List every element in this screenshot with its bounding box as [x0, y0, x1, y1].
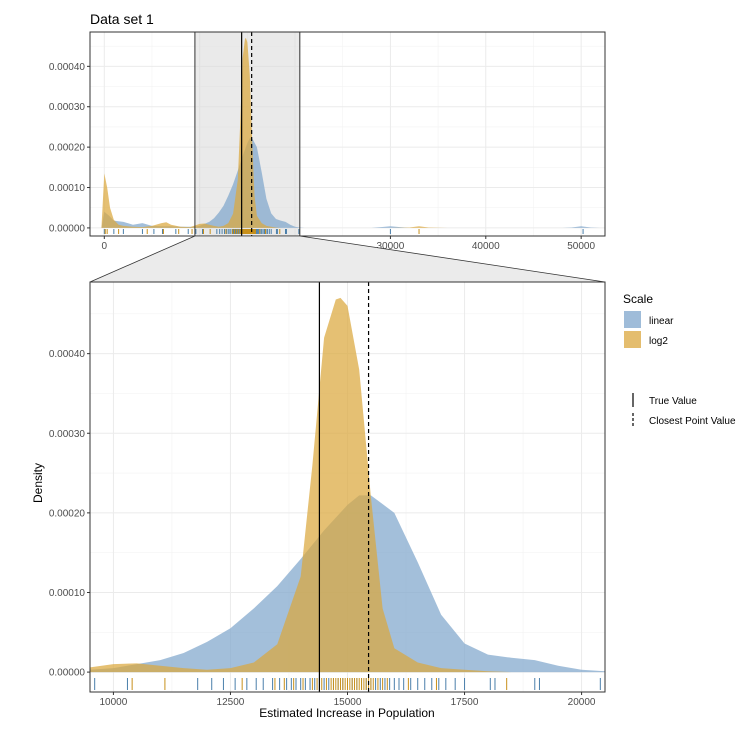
detail-y-tick-label: 0.00030	[49, 429, 86, 440]
legend-title: Scale	[623, 292, 653, 306]
detail-density-log2	[90, 297, 605, 673]
overview-x-tick-label: 30000	[377, 241, 405, 252]
overview-y-tick-label: 0.00000	[49, 223, 86, 234]
detail-y-tick-label: 0.00000	[49, 668, 86, 679]
overview-y-tick-label: 0.00030	[49, 102, 86, 113]
overview-x-tick-label: 0	[102, 241, 108, 252]
legend-label-true-value: True Value	[649, 396, 697, 407]
legend-key-log2	[624, 331, 641, 348]
overview-y-tick-label: 0.00020	[49, 143, 86, 154]
zoom-connector	[89, 235, 606, 283]
overview-x-tick-label: 50000	[567, 241, 595, 252]
legend: Scale linear log2 True Value Closest Poi…	[623, 292, 736, 427]
detail-x-tick-label: 10000	[100, 697, 128, 708]
legend-key-linear	[624, 311, 641, 328]
legend-label-linear: linear	[649, 316, 674, 327]
overview-panel-background	[90, 32, 605, 236]
y-axis-title: Density	[31, 463, 45, 503]
detail-panel: 10000 12500 15000 17500 20000 0.00000 0.00010 0…	[49, 281, 606, 708]
chart-title: Data set 1	[90, 11, 154, 27]
detail-y-tick-label: 0.00010	[49, 588, 86, 599]
overview-panel-border	[89, 31, 606, 237]
overview-y-tick-label: 0.00010	[49, 183, 86, 194]
detail-x-tick-label: 12500	[217, 697, 245, 708]
detail-y-tick-label: 0.00020	[49, 508, 86, 519]
overview-density-linear	[101, 138, 601, 228]
overview-plot-area	[101, 32, 601, 236]
zoom-connector-shape	[89, 235, 606, 283]
overview-y-tick-label: 0.00040	[49, 62, 86, 73]
detail-x-tick-label: 17500	[451, 697, 479, 708]
detail-x-tick-label: 15000	[334, 697, 362, 708]
legend-label-log2: log2	[649, 336, 668, 347]
detail-plot-area	[90, 282, 605, 692]
detail-y-tick-label: 0.00040	[49, 349, 86, 360]
detail-x-tick-label: 20000	[568, 697, 596, 708]
overview-x-tick-label: 40000	[472, 241, 500, 252]
overview-panel: 010000200003000040000500000.000000.00010…	[49, 31, 606, 252]
legend-label-closest-point: Closest Point Value	[649, 416, 736, 427]
x-axis-title: Estimated Increase in Population	[259, 706, 434, 720]
